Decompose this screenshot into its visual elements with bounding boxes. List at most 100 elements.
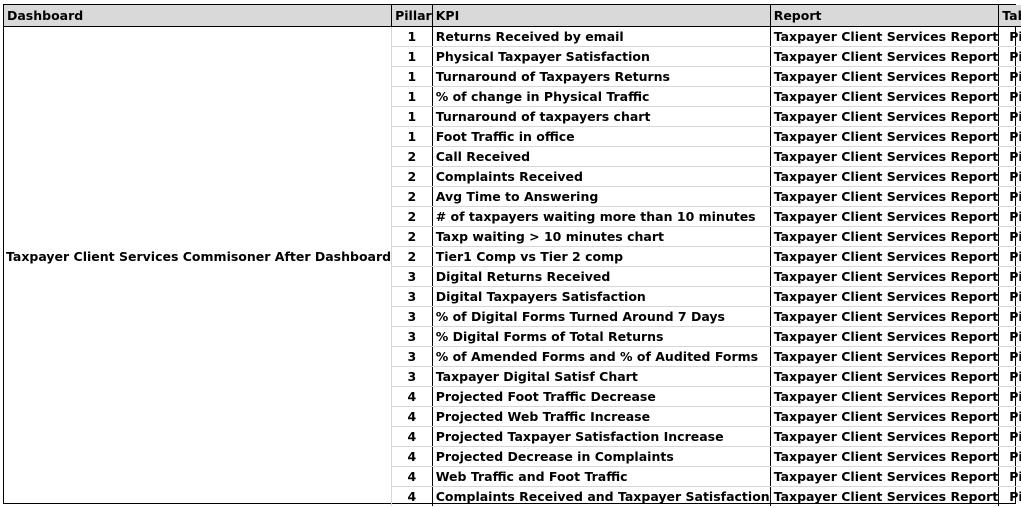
report-cell[interactable]: Taxpayer Client Services Report [770,46,1000,67]
pillar-cell[interactable]: 4 [391,466,433,487]
report-cell[interactable]: Taxpayer Client Services Report [770,146,1000,167]
dashboard-cell[interactable] [4,446,393,466]
tab-cell[interactable]: Pillar 1 A [998,66,1021,87]
kpi-cell[interactable]: % Digital Forms of Total Returns [432,326,771,347]
tab-cell[interactable]: Pillar 3 A [998,366,1021,387]
pillar-cell[interactable]: 4 [391,446,433,467]
kpi-cell[interactable]: # of taxpayers waiting more than 10 minu… [432,206,771,227]
pillar-cell[interactable]: 2 [391,166,433,187]
pillar-cell[interactable]: 2 [391,206,433,227]
report-cell[interactable]: Taxpayer Client Services Report [770,86,1000,107]
tab-cell[interactable]: Pillar 2 A [998,186,1021,207]
report-cell[interactable]: Taxpayer Client Services Report [770,246,1000,267]
tab-cell[interactable]: Pillar 3 A [998,286,1021,307]
report-cell[interactable]: Taxpayer Client Services Report [770,466,1000,487]
kpi-cell[interactable]: Avg Time to Answering [432,186,771,207]
report-cell[interactable]: Taxpayer Client Services Report [770,286,1000,307]
header-kpi[interactable]: KPI [432,5,771,27]
dashboard-cell[interactable] [4,106,393,126]
kpi-cell[interactable]: % of change in Physical Traffic [432,86,771,107]
kpi-cell[interactable]: Foot Traffic in office [432,126,771,147]
pillar-cell[interactable]: 3 [391,286,433,307]
pillar-cell[interactable]: 1 [391,86,433,107]
report-cell[interactable]: Taxpayer Client Services Report [770,66,1000,87]
report-cell[interactable]: Taxpayer Client Services Report [770,386,1000,407]
report-cell[interactable]: Taxpayer Client Services Report [770,306,1000,327]
tab-cell[interactable]: Pillar 3 A [998,346,1021,367]
pillar-cell[interactable]: 2 [391,186,433,207]
tab-cell[interactable]: Pillar 1 A [998,26,1021,47]
dashboard-cell[interactable] [4,126,393,146]
pillar-cell[interactable]: 2 [391,146,433,167]
dashboard-cell[interactable] [4,466,393,486]
dashboard-cell[interactable] [4,46,393,66]
report-cell[interactable]: Taxpayer Client Services Report [770,106,1000,127]
tab-cell[interactable]: Pillar 2 A [998,166,1021,187]
tab-cell[interactable]: Pillar 4 A [1009,488,1021,504]
report-cell[interactable]: Taxpayer Client Services Report [770,446,1000,467]
kpi-cell[interactable]: Taxpayer Digital Satisf Chart [432,366,771,387]
dashboard-cell[interactable] [4,206,393,226]
pillar-cell[interactable]: 4 [391,486,433,506]
report-cell[interactable]: Taxpayer Client Services Report [770,206,1000,227]
pillar-cell[interactable]: 3 [391,346,433,367]
dashboard-cell[interactable] [4,146,393,166]
report-cell[interactable]: Taxpayer Client Services Report [770,426,1000,447]
kpi-cell[interactable]: Physical Taxpayer Satisfaction [432,46,771,67]
kpi-cell[interactable]: Turnaround of taxpayers chart [432,106,771,127]
report-cell[interactable]: Taxpayer Client Services Report [770,226,1000,247]
report-cell[interactable]: Taxpayer Client Services Report [770,366,1000,387]
dashboard-cell[interactable] [4,26,393,46]
tab-cell[interactable]: Pillar 4 A [998,446,1021,467]
dashboard-cell[interactable] [4,486,393,506]
tab-cell[interactable]: Pillar 3 A [998,306,1021,327]
dashboard-cell[interactable] [4,426,393,446]
dashboard-cell[interactable] [4,266,393,286]
pillar-cell[interactable]: 1 [391,66,433,87]
kpi-cell[interactable]: Call Received [432,146,771,167]
dashboard-cell[interactable] [4,286,393,306]
pillar-cell[interactable]: 1 [391,46,433,67]
kpi-cell[interactable]: Returns Received by email [432,26,771,47]
dashboard-cell[interactable] [4,366,393,386]
pillar-cell[interactable]: 2 [391,246,433,267]
dashboard-cell[interactable]: Taxpayer Client Services Commisoner Afte… [4,246,393,266]
pillar-cell[interactable]: 4 [391,386,433,407]
header-pillar[interactable]: Pillar [391,5,433,27]
report-cell[interactable]: Taxpayer Client Services Report [770,406,1000,427]
kpi-cell[interactable]: Complaints Received and Taxpayer Satisfa… [432,486,771,506]
report-cell[interactable]: Taxpayer Client Services Report [770,266,1000,287]
dashboard-cell[interactable] [4,386,393,406]
pillar-cell[interactable]: 1 [391,26,433,47]
tab-cell[interactable]: Pillar 1 A [998,86,1021,107]
tab-cell[interactable]: Pillar 1 A [998,106,1021,127]
kpi-cell[interactable]: Complaints Received [432,166,771,187]
tab-cell[interactable]: Pillar 4 A [998,466,1021,487]
pillar-cell[interactable]: 1 [391,106,433,127]
kpi-cell[interactable]: Digital Taxpayers Satisfaction [432,286,771,307]
kpi-cell[interactable]: Turnaround of Taxpayers Returns [432,66,771,87]
kpi-cell[interactable]: Digital Returns Received [432,266,771,287]
header-tab[interactable]: Tab [998,5,1021,27]
report-cell[interactable]: Taxpayer Client Services Report [770,26,1000,47]
tab-cell[interactable]: Pillar 1 A [998,46,1021,67]
report-cell[interactable]: Taxpayer Client Services Report [770,326,1000,347]
tab-cell[interactable]: Pillar 3 A [998,266,1021,287]
kpi-cell[interactable]: Projected Web Traffic Increase [432,406,771,427]
pillar-cell[interactable]: 2 [391,226,433,247]
dashboard-cell[interactable] [4,346,393,366]
kpi-cell[interactable]: Projected Taxpayer Satisfaction Increase [432,426,771,447]
kpi-cell[interactable]: Web Traffic and Foot Traffic [432,466,771,487]
dashboard-cell[interactable] [4,226,393,246]
header-dashboard[interactable]: Dashboard [4,5,393,27]
pillar-cell[interactable]: 3 [391,266,433,287]
tab-cell[interactable]: Pillar 3 A [998,326,1021,347]
dashboard-cell[interactable] [4,406,393,426]
tab-cell[interactable]: Pillar 1 A [998,126,1021,147]
tab-cell[interactable]: Pillar 2 A [998,146,1021,167]
dashboard-cell[interactable] [4,186,393,206]
report-cell[interactable]: Taxpayer Client Services Report [770,126,1000,147]
kpi-cell[interactable]: % of Amended Forms and % of Audited Form… [432,346,771,367]
pillar-cell[interactable]: 3 [391,326,433,347]
report-cell[interactable]: Taxpayer Client Services Report [770,346,1000,367]
